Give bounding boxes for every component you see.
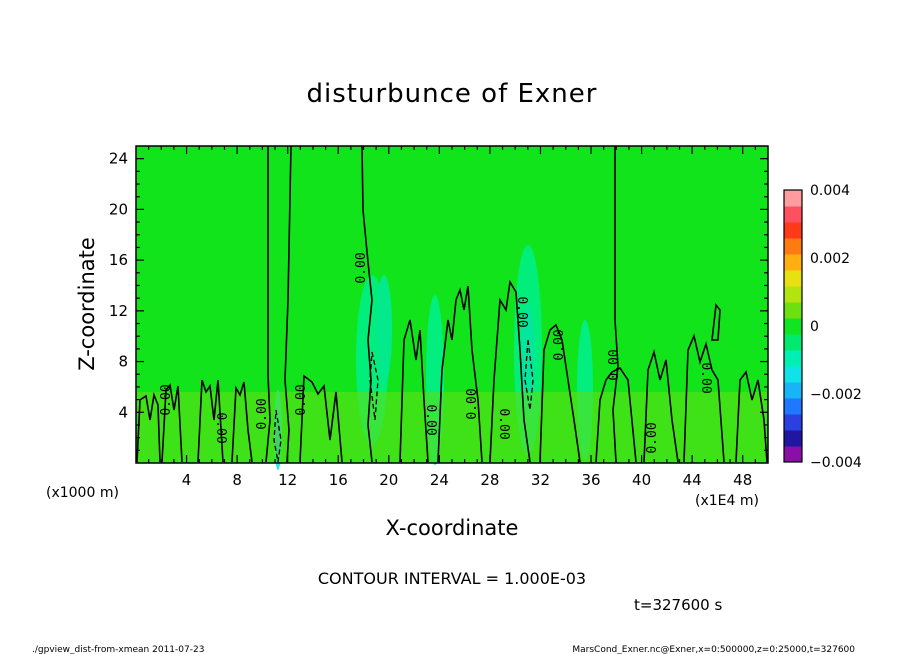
anomaly-patch bbox=[521, 305, 535, 415]
contour-line bbox=[489, 279, 531, 463]
colorbar-cell bbox=[784, 430, 802, 447]
contour-line bbox=[361, 145, 373, 463]
dashed-contour bbox=[369, 351, 379, 421]
colorbar-cell bbox=[784, 270, 802, 287]
colorbar-cell bbox=[784, 366, 802, 383]
x-tick-label: 12 bbox=[278, 471, 297, 489]
x-tick-label: 20 bbox=[379, 471, 398, 489]
colorbar-cell bbox=[784, 382, 802, 399]
contour-label: 0.00 bbox=[496, 408, 511, 439]
time-label: t=327600 s bbox=[634, 596, 722, 614]
y-tick-label: 4 bbox=[118, 403, 128, 421]
colorbar-cell bbox=[784, 206, 802, 223]
contour-line bbox=[284, 145, 292, 463]
colorbar-cell bbox=[784, 318, 802, 335]
colorbar: 0.004 0.002 0 −0.002 −0.004 bbox=[783, 183, 862, 471]
contour-label: 0.00 bbox=[354, 252, 369, 283]
contour-line bbox=[299, 374, 343, 463]
contour-label: 0.00 bbox=[552, 329, 567, 360]
contour-line bbox=[231, 381, 253, 463]
contour-line bbox=[643, 348, 679, 463]
contour-label: 0.00 bbox=[159, 384, 174, 415]
y-tick-label: 12 bbox=[109, 302, 128, 320]
footer-right: MarsCond_Exner.nc@Exner,x=0:500000,z=0:2… bbox=[572, 645, 855, 654]
contour-interval-label: CONTOUR INTERVAL = 1.000E-03 bbox=[318, 569, 586, 588]
x-tick-label: 16 bbox=[329, 471, 348, 489]
contour-line bbox=[612, 146, 619, 463]
contour-label: 0.00 bbox=[514, 296, 529, 327]
colorbar-cell bbox=[784, 286, 802, 303]
contour-label: 0.00 bbox=[294, 384, 309, 415]
contour-line bbox=[595, 366, 637, 463]
x-tick-label: 24 bbox=[430, 471, 449, 489]
contour-line bbox=[197, 379, 224, 463]
dashed-contour bbox=[273, 409, 282, 463]
x-tick-label: 44 bbox=[683, 471, 702, 489]
y-tick-label: 16 bbox=[109, 251, 128, 269]
anomaly-patch bbox=[376, 275, 392, 385]
contour-line bbox=[437, 285, 483, 463]
footer-left: ./gpview_dist-from-xmean 2011-07-23 bbox=[32, 645, 204, 654]
x-tick-label: 4 bbox=[182, 471, 192, 489]
x-tick-label: 8 bbox=[232, 471, 242, 489]
x-tick-label: 28 bbox=[480, 471, 499, 489]
y-unit-note: (x1000 m) bbox=[46, 485, 119, 501]
colorbar-tick-label: 0.004 bbox=[810, 183, 850, 199]
x-unit-note: (x1E4 m) bbox=[695, 493, 759, 509]
contour-label: 0.00 bbox=[698, 362, 713, 393]
contour-label: 0.00 bbox=[255, 398, 270, 429]
y-tick-label: 24 bbox=[109, 150, 128, 168]
contour-line bbox=[683, 333, 725, 463]
colorbar-cell bbox=[784, 302, 802, 319]
contour-line bbox=[161, 383, 183, 463]
contour-line bbox=[399, 319, 429, 463]
x-tick-label: 48 bbox=[733, 471, 752, 489]
colorbar-tick-label: −0.004 bbox=[810, 455, 862, 471]
y-tick-label: 8 bbox=[118, 353, 128, 371]
colorbar-labels: 0.004 0.002 0 −0.002 −0.004 bbox=[810, 183, 862, 471]
colorbar-cell bbox=[784, 446, 802, 463]
colorbar-cell bbox=[784, 350, 802, 367]
dashed-contour bbox=[524, 339, 534, 411]
colorbar-cell bbox=[784, 238, 802, 255]
contour-line bbox=[735, 370, 768, 463]
contour-lines bbox=[136, 145, 768, 463]
axis-ticks bbox=[136, 146, 768, 463]
plot-area: 0.00 0.00 0.00 0.00 0.00 0.00 0.00 0.00 … bbox=[109, 145, 769, 489]
x-tick-label: 32 bbox=[531, 471, 550, 489]
colorbar-cell bbox=[784, 190, 802, 207]
colorbar-cell bbox=[784, 254, 802, 271]
y-axis-label: Z-coordinate bbox=[75, 237, 99, 371]
chart-title: disturbunce of Exner bbox=[307, 79, 598, 109]
colorbar-cell bbox=[784, 334, 802, 351]
contour-label: 0.00 bbox=[645, 422, 660, 453]
contour-line bbox=[539, 323, 581, 463]
colorbar-cell bbox=[784, 222, 802, 239]
contour-label: 0.00 bbox=[607, 349, 622, 380]
anomaly-band bbox=[137, 392, 767, 462]
colorbar-frame bbox=[783, 189, 803, 463]
colorbar-cells bbox=[784, 190, 802, 463]
contour-label: 0.00 bbox=[465, 388, 480, 419]
contour-line bbox=[711, 302, 721, 341]
contour-label: 0.00 bbox=[423, 404, 438, 435]
colorbar-tick-label: −0.002 bbox=[810, 387, 862, 403]
colorbar-tick-label: 0 bbox=[810, 319, 819, 335]
colorbar-cell bbox=[784, 414, 802, 431]
contour-labels: 0.00 0.00 0.00 0.00 0.00 0.00 0.00 0.00 … bbox=[159, 252, 713, 453]
x-tick-label: 40 bbox=[632, 471, 651, 489]
colorbar-tick-label: 0.002 bbox=[810, 251, 850, 267]
negative-contours bbox=[273, 339, 534, 463]
contour-label: 0.00 bbox=[213, 412, 228, 443]
x-tick-label: 36 bbox=[581, 471, 600, 489]
positive-anomaly-band bbox=[137, 392, 767, 462]
y-tick-label: 20 bbox=[109, 200, 128, 218]
x-axis-label: X-coordinate bbox=[386, 516, 519, 540]
contour-line bbox=[265, 146, 271, 463]
colorbar-cell bbox=[784, 398, 802, 415]
